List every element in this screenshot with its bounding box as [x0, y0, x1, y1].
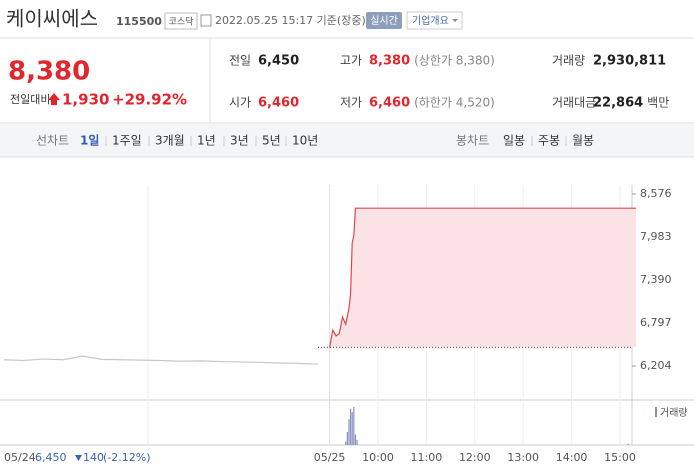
- today-area: [329, 208, 637, 348]
- volume-bar: [345, 441, 347, 445]
- y-tick-label: 7,390: [640, 273, 672, 286]
- tab[interactable]: 1년: [197, 134, 216, 148]
- footer-change: 140: [83, 451, 104, 464]
- tab[interactable]: 10년: [292, 134, 318, 148]
- tab-bar: [0, 124, 694, 157]
- y-tick-label: 8,576: [640, 187, 672, 200]
- volume-bar: [356, 439, 358, 445]
- price: 8,380: [8, 57, 90, 87]
- tab[interactable]: 일봉: [503, 134, 525, 148]
- chart: 10:00 11:00 12:00 13:00 14:00 15:00 05/25 6,204…: [3, 185, 672, 464]
- stat-value: 8,380: [369, 54, 410, 69]
- tab[interactable]: 월봉: [572, 134, 594, 148]
- today-line: [329, 207, 637, 348]
- x-tick-label: 15:00: [604, 451, 636, 464]
- x-tick-label: 14:00: [556, 451, 588, 464]
- change-label: 전일대비: [10, 92, 50, 106]
- stat-label: 저가: [340, 96, 362, 110]
- tab[interactable]: 5년: [262, 134, 281, 148]
- volume-bar: [351, 412, 353, 445]
- stat-note: (하한가 4,520): [414, 96, 495, 110]
- tab[interactable]: 주봉: [538, 134, 560, 148]
- stat-note: (상한가 8,380): [414, 54, 495, 68]
- volume-bar: [354, 434, 357, 445]
- down-arrow: [75, 455, 82, 461]
- company-info[interactable]: 기업개요: [412, 14, 449, 27]
- x-tick-label: 05/25: [314, 451, 346, 464]
- x-tick-label: 13:00: [507, 451, 539, 464]
- stat-value: 6,460: [369, 96, 410, 111]
- y-tick-label: 7,983: [640, 230, 672, 243]
- footer-change-pct: (-2.12%): [103, 451, 151, 464]
- stat-label: 고가: [340, 54, 362, 68]
- y-tick-label: 6,204: [640, 359, 672, 372]
- up-arrow: [48, 93, 60, 105]
- stock-name: 케이씨에스: [6, 7, 98, 31]
- stat-value: 2,930,811: [593, 54, 666, 69]
- volume-bar: [349, 408, 352, 445]
- tab[interactable]: 1주일: [112, 134, 142, 148]
- stat-label: 시가: [229, 96, 251, 110]
- stat-label: 거래량: [552, 54, 585, 68]
- change: 1,930: [62, 91, 109, 109]
- prev-day-line: [3, 355, 319, 365]
- y-tick-label: 6,797: [640, 316, 672, 329]
- stat-value: 6,450: [258, 54, 299, 69]
- volume-bar: [346, 432, 348, 445]
- x-tick-label: 10:00: [362, 451, 394, 464]
- tab-group-label: 선차트: [36, 134, 69, 148]
- legend-label: 거래량: [660, 407, 688, 419]
- calendar-icon: [200, 14, 212, 27]
- realtime[interactable]: 실시간: [370, 15, 398, 27]
- stock-code: 115500: [116, 15, 162, 28]
- volume-bar: [348, 419, 350, 445]
- company-info-button[interactable]: [406, 11, 463, 30]
- stat-label: 전일: [229, 54, 251, 68]
- volume-bar: [353, 407, 355, 445]
- change-pct: +29.92%: [112, 91, 187, 109]
- x-tick-label: 11:00: [411, 451, 443, 464]
- tab[interactable]: 1일: [80, 134, 99, 148]
- stats: 전일 6,450 고가 8,380 (상한가 8,380) 거래량 2,930,811 시가 6…: [229, 54, 669, 111]
- datetime: 2022.05.25 15:17 기준(장중): [215, 14, 366, 27]
- volume-bar: [627, 443, 629, 445]
- tab[interactable]: 3년: [230, 134, 249, 148]
- stat-label: 거래대금: [552, 96, 596, 110]
- legend-swatch: [655, 407, 657, 417]
- market-badge: [164, 12, 198, 30]
- realtime-badge[interactable]: [366, 12, 402, 29]
- stat-value: 6,460: [258, 96, 299, 111]
- stat-value: 22,864: [593, 96, 643, 111]
- stat-unit: 백만: [647, 96, 669, 110]
- x-tick-label: 12:00: [459, 451, 491, 464]
- tab-group-label: 봉차트: [456, 134, 489, 148]
- market: 코스닥: [169, 17, 194, 28]
- tabs: 선차트 1일 1주일 3개월 1년 3년 5년 10년 봉차트 일봉 주봉 월봉: [36, 134, 594, 148]
- footer-date: 05/24: [4, 451, 36, 464]
- footer-price: 6,450: [35, 451, 67, 464]
- tab[interactable]: 3개월: [155, 134, 185, 148]
- dropdown-arrow: [452, 19, 458, 22]
